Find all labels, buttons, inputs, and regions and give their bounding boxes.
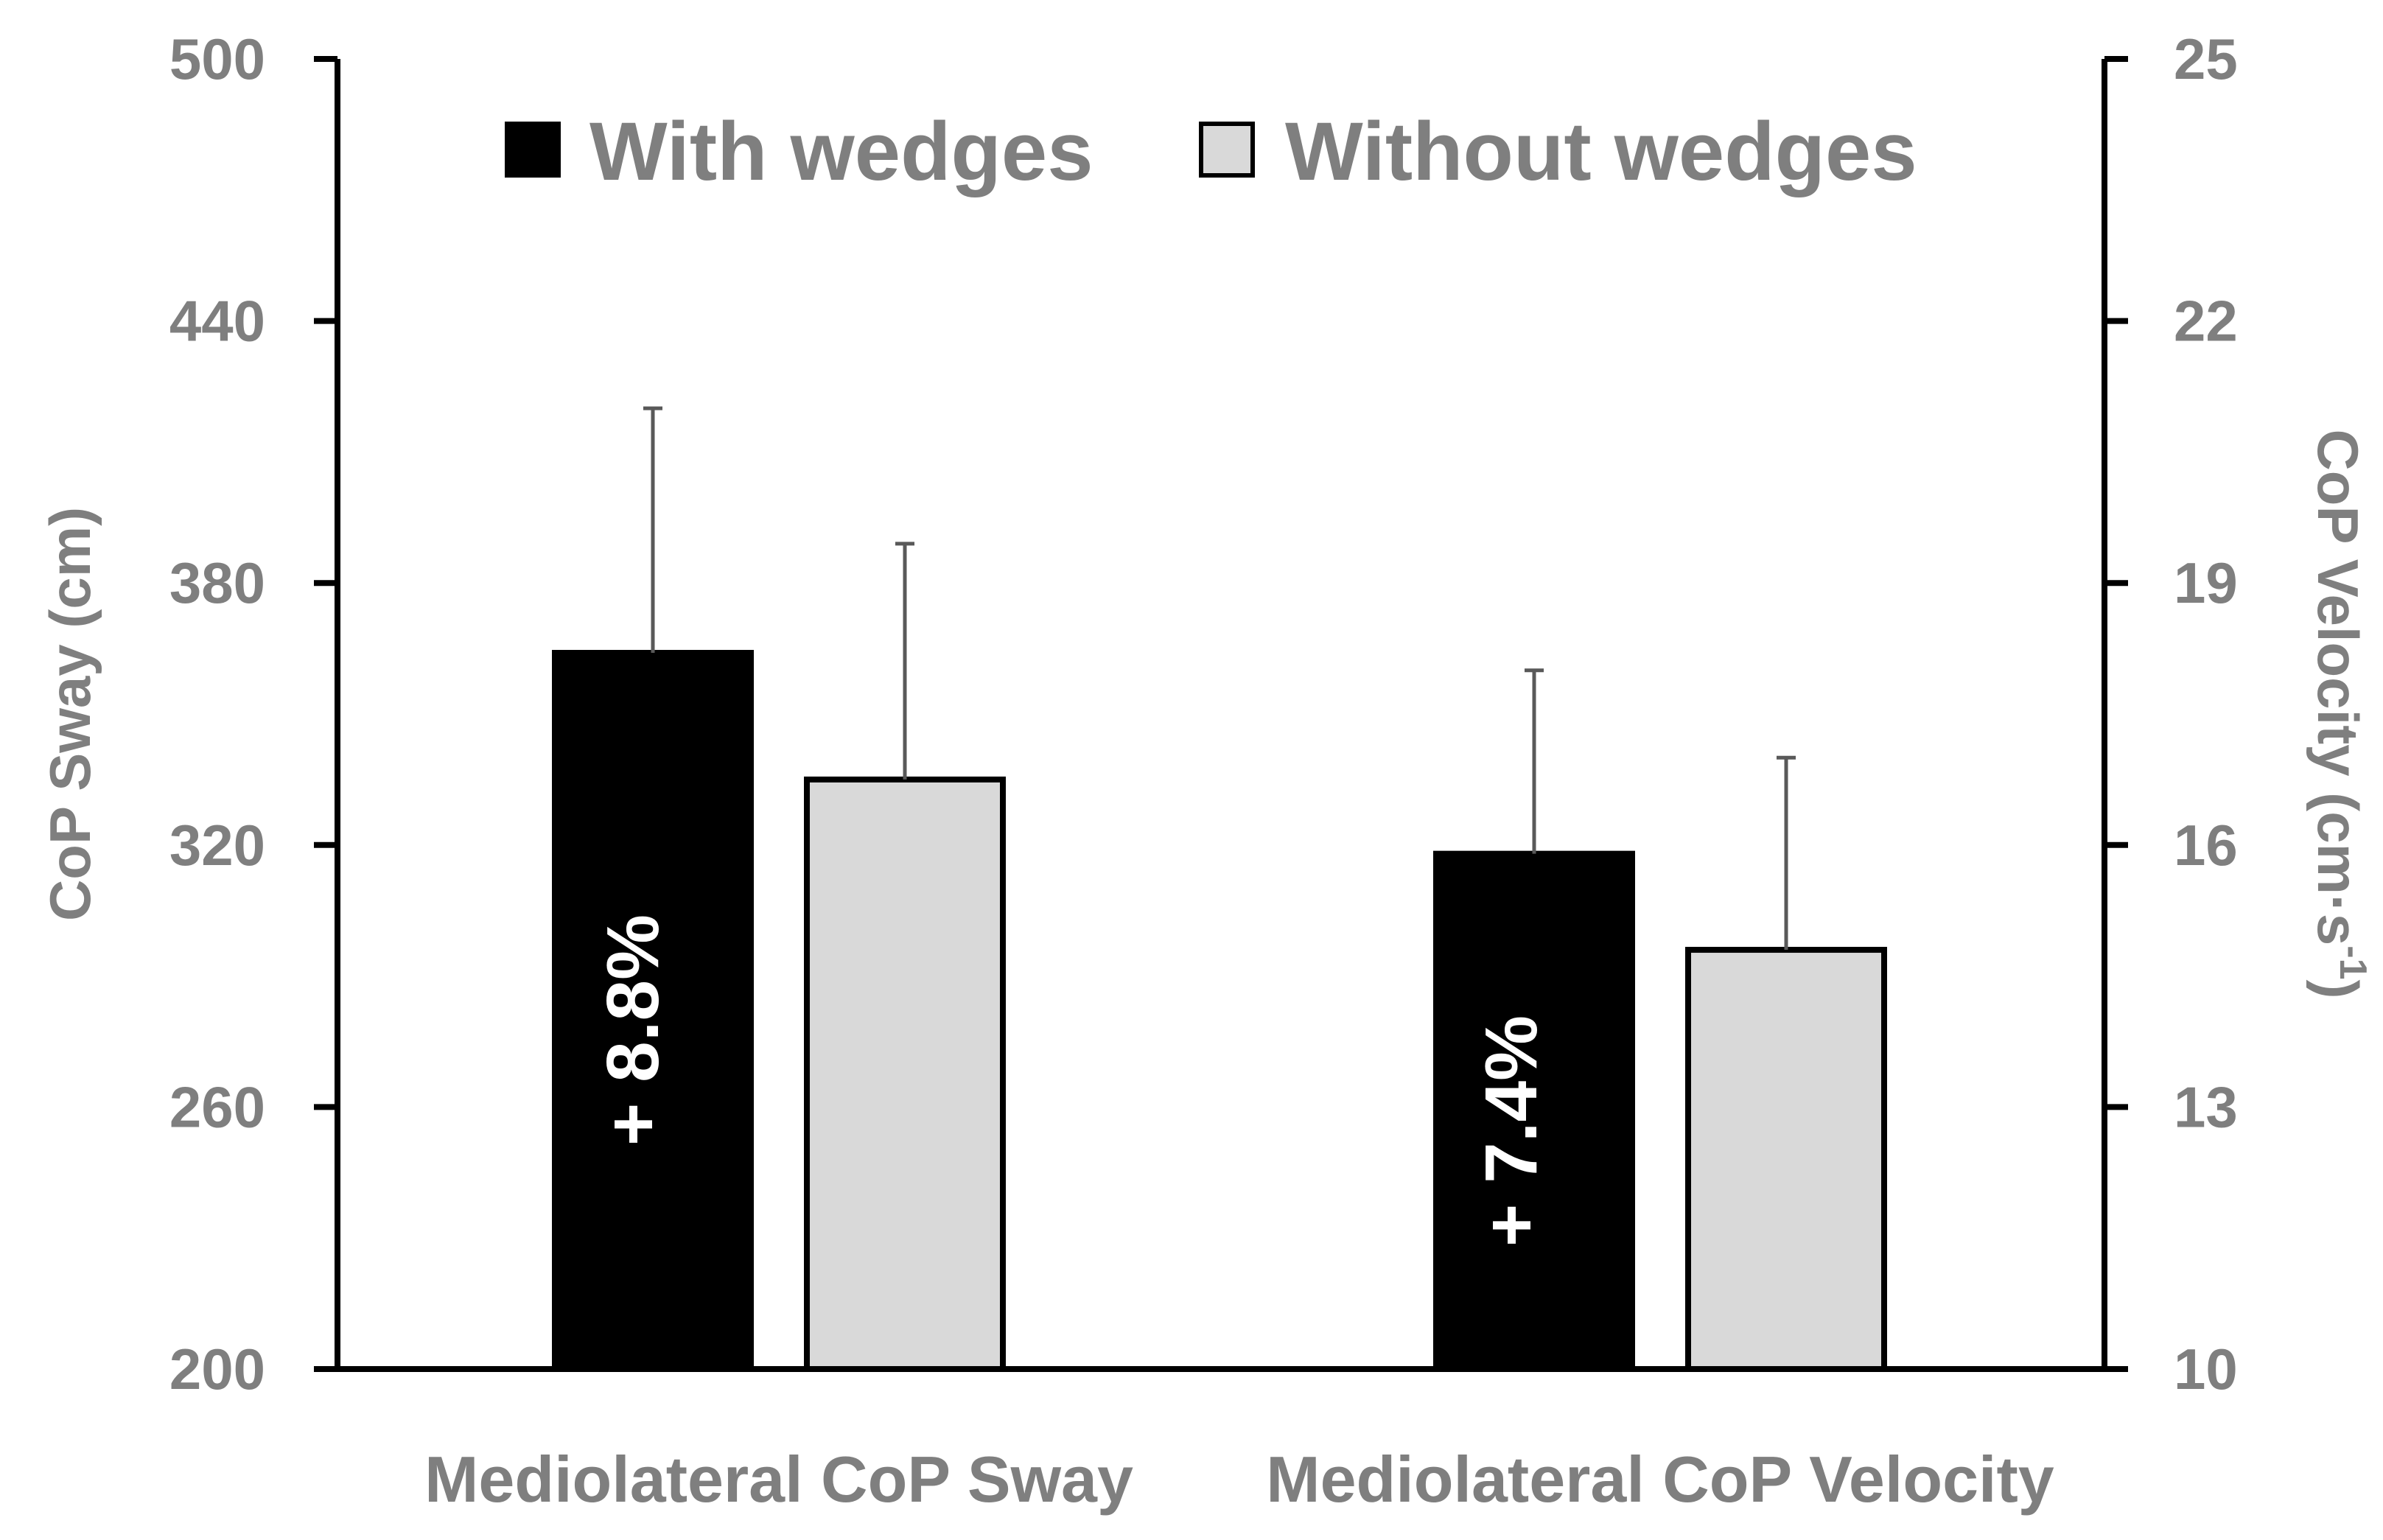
right-tick-label: 25 [2174, 27, 2238, 91]
left-axis-title: CoP Sway (cm) [38, 507, 102, 921]
error-bars [643, 406, 1796, 951]
bar-without-wedges-2 [1685, 947, 1887, 1373]
legend-label-with-wedges: With wedges [589, 105, 1093, 197]
left-tick-label: 500 [169, 27, 265, 91]
right-axis-ticks: 10 13 16 19 22 25 [2104, 27, 2238, 1401]
bar-annotation: + 7.4% [1470, 1015, 1553, 1247]
bar-with-wedges-2 [1433, 850, 1635, 1372]
category-labels: Mediolateral CoP Sway Mediolateral CoP Ve… [424, 1443, 2054, 1516]
legend-swatch-without-wedges [1199, 122, 1255, 178]
left-tick-label: 320 [169, 813, 265, 878]
right-axis-title-end: ) [2306, 980, 2370, 999]
right-tick-label: 16 [2174, 813, 2238, 878]
right-axis-title: CoP Velocity (cm·s-1) [2306, 429, 2374, 998]
left-tick-label: 260 [169, 1074, 265, 1139]
right-axis-title-main: CoP Velocity (cm·s [2306, 429, 2370, 945]
left-tick-label: 200 [169, 1337, 265, 1401]
bar-without-wedges-1 [804, 776, 1006, 1372]
category-label: Mediolateral CoP Sway [424, 1443, 1133, 1516]
legend-label-without-wedges: Without wedges [1285, 105, 1917, 197]
right-tick-label: 13 [2174, 1074, 2238, 1139]
left-axis-ticks: 200 260 320 380 440 500 [169, 27, 337, 1401]
legend: With wedges Without wedges [505, 105, 1917, 197]
left-tick-label: 380 [169, 550, 265, 615]
bar-with-wedges-1 [552, 650, 754, 1372]
bar-annotation: + 8.8% [592, 914, 674, 1146]
right-axis-title-sup: -1 [2331, 945, 2374, 979]
legend-swatch-with-wedges [505, 122, 561, 178]
left-tick-label: 440 [169, 289, 265, 354]
right-tick-label: 22 [2174, 289, 2238, 354]
category-label: Mediolateral CoP Velocity [1266, 1443, 2054, 1516]
right-tick-label: 19 [2174, 550, 2238, 615]
bar-annotations: + 8.8% + 7.4% [592, 914, 1553, 1247]
right-tick-label: 10 [2174, 1337, 2238, 1401]
bars [552, 650, 1887, 1373]
